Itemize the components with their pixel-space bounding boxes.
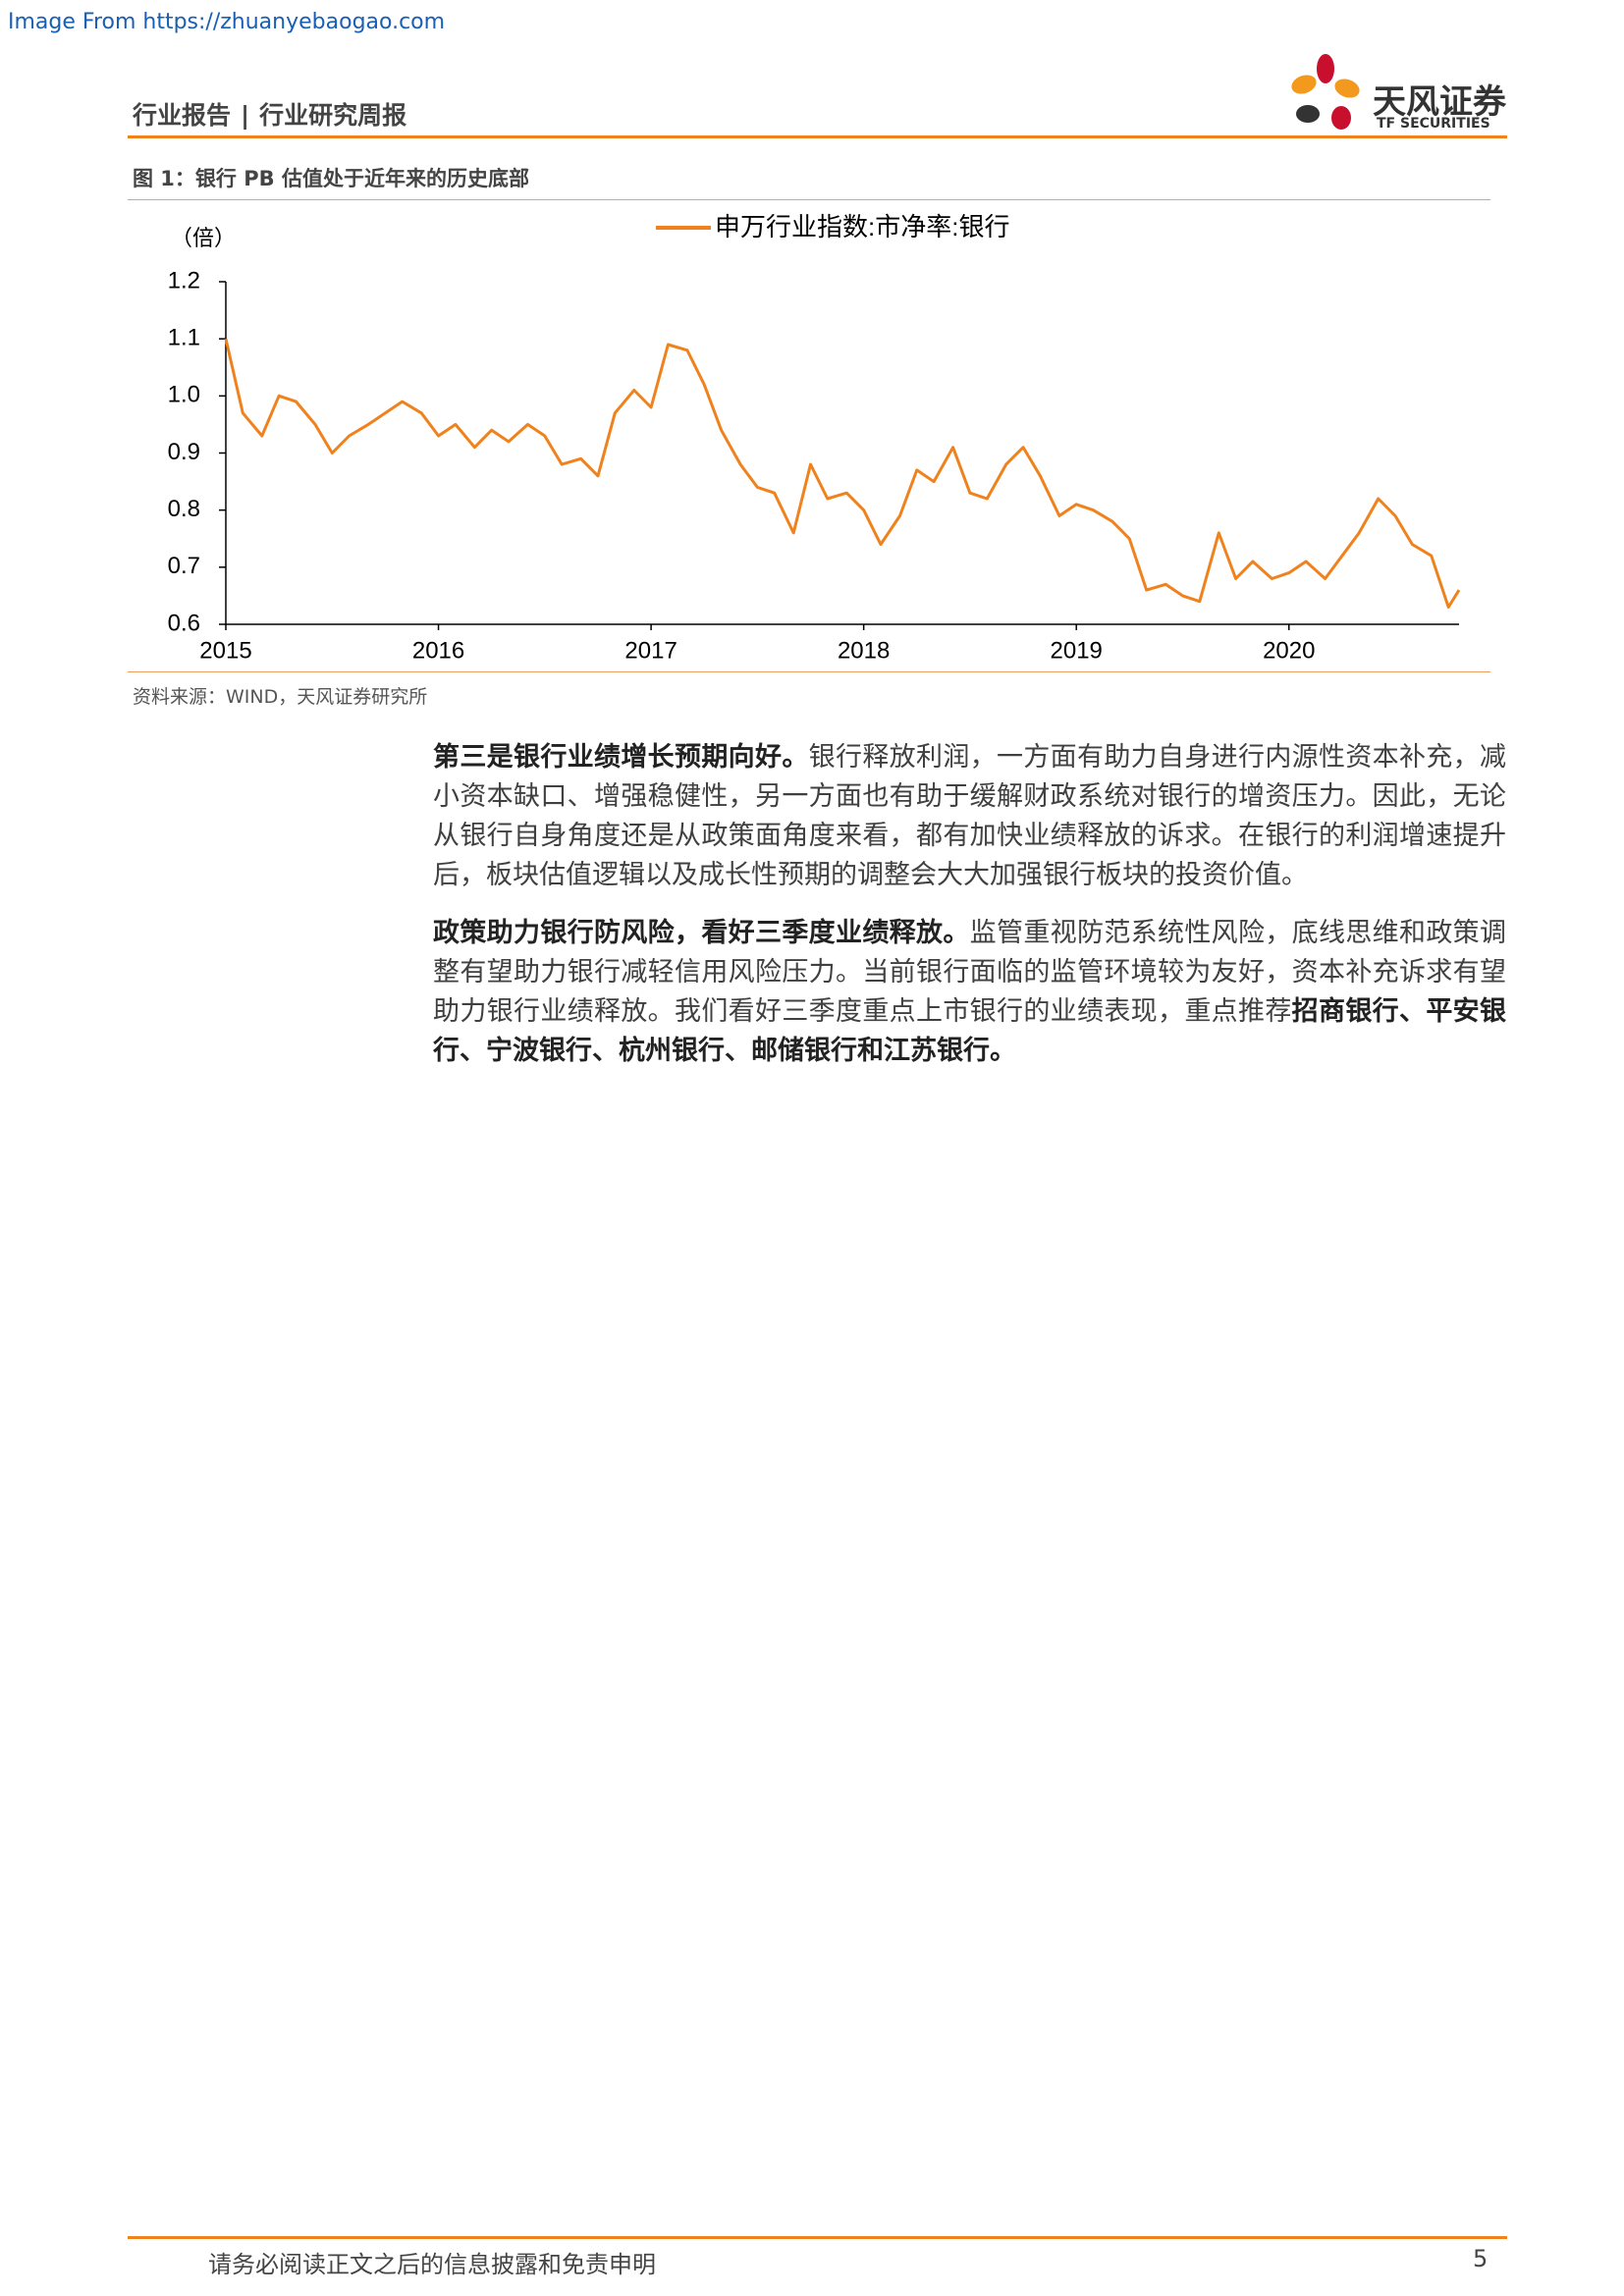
- logo-subtext: TF SECURITIES: [1377, 116, 1490, 132]
- footer-rule: [128, 2236, 1507, 2239]
- paragraph-emphasis: 招商银行、平安银行、宁波银行、杭州银行、邮储银行和江苏银行。: [433, 996, 1507, 1066]
- y-axis-label: （倍）: [171, 226, 236, 250]
- paragraph-lead: 第三是银行业绩增长预期向好。: [433, 742, 809, 773]
- paragraph-text: 监管重视防范系统性风险，底线思维和政策调整有望助力银行减轻信用风险压力。当前银行…: [433, 918, 1507, 1027]
- chart: （倍） 0.6 0.7 0.8 0.9 1.0 1.1 1.2 2015 2016 2017 201…: [168, 212, 1461, 664]
- figure-caption: 图 1：银行 PB 估值处于近年来的历史底部: [133, 167, 529, 190]
- page-number: 5: [1473, 2245, 1489, 2272]
- y-tick-label: 1.1: [168, 325, 200, 351]
- paragraph-lead: 政策助力银行防风险，看好三季度业绩释放。: [433, 918, 970, 948]
- x-tick-label: 2017: [624, 637, 677, 664]
- logo: [1291, 54, 1360, 130]
- y-tick-label: 0.7: [168, 553, 200, 579]
- x-tick-label: 2018: [838, 637, 890, 664]
- y-tick-label: 1.2: [168, 267, 200, 294]
- data-line: [224, 338, 1461, 609]
- figure-rule: [128, 199, 1490, 200]
- footer-disclaimer: 请务必阅读正文之后的信息披露和免责申明: [208, 2251, 656, 2278]
- x-tick-label: 2016: [412, 637, 464, 664]
- figure-rule: [128, 671, 1490, 672]
- x-tick-label: 2019: [1051, 637, 1103, 664]
- source-banner: Image From https://zhuanyebaogao.com: [8, 10, 446, 34]
- paragraph-text: 银行释放利润，一方面有助力自身进行内源性资本补充，减小资本缺口、增强稳健性，另一…: [433, 742, 1507, 890]
- header-rule: [128, 135, 1507, 138]
- header-category: 行业报告: [133, 101, 232, 130]
- paragraph: 第三是银行业绩增长预期向好。银行释放利润，一方面有助力自身进行内源性资本补充，减…: [433, 738, 1506, 895]
- logo-text: 天风证券: [1373, 82, 1506, 122]
- separator: |: [241, 101, 250, 130]
- figure-source: 资料来源：WIND，天风证券研究所: [133, 686, 428, 708]
- header-title: 行业报告 | 行业研究周报: [133, 96, 406, 132]
- paragraph: 政策助力银行防风险，看好三季度业绩释放。监管重视防范系统性风险，底线思维和政策调…: [433, 914, 1506, 1071]
- y-tick-label: 0.9: [168, 439, 200, 465]
- x-tick-label: 2020: [1263, 637, 1315, 664]
- header-subtitle: 行业研究周报: [259, 101, 407, 130]
- x-tick-label: 2015: [199, 637, 251, 664]
- y-tick-label: 0.8: [168, 496, 200, 522]
- y-tick-label: 0.6: [168, 610, 200, 636]
- legend-label: 申万行业指数:市净率:银行: [715, 212, 1009, 241]
- y-tick-label: 1.0: [168, 382, 200, 408]
